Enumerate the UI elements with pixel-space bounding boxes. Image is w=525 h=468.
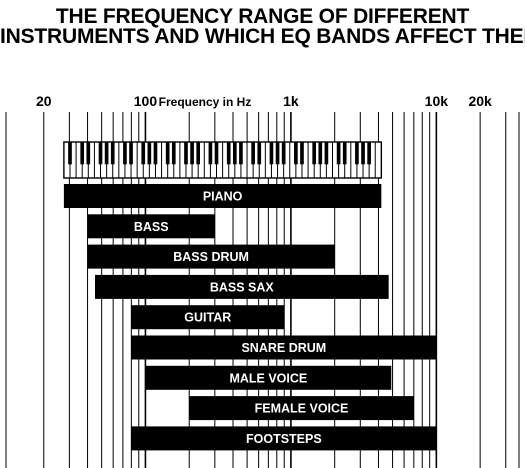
instrument-bar-bass: BASS xyxy=(87,214,215,239)
instrument-bar-female-voice: FEMALE VOICE xyxy=(189,396,414,421)
black-key xyxy=(269,142,274,165)
black-key xyxy=(68,142,72,165)
black-key xyxy=(318,142,323,165)
black-key xyxy=(355,142,359,165)
black-key xyxy=(214,142,219,165)
black-key xyxy=(257,142,262,165)
black-key xyxy=(129,142,133,165)
black-key xyxy=(361,142,365,165)
bar-label: GUITAR xyxy=(184,311,231,325)
bar-label: BASS DRUM xyxy=(173,250,249,264)
black-key xyxy=(141,142,146,165)
bar-label: MALE VOICE xyxy=(229,371,307,385)
black-key xyxy=(336,142,341,165)
x-tick-label: 100 xyxy=(134,93,158,109)
range-bar xyxy=(189,396,414,421)
range-bar xyxy=(131,335,437,360)
instrument-bar-bass-drum: BASS DRUM xyxy=(87,244,335,269)
bar-label: PIANO xyxy=(203,190,243,204)
black-key xyxy=(312,142,317,165)
black-key xyxy=(80,142,85,165)
black-key xyxy=(171,142,176,165)
x-tick-label: 20 xyxy=(36,93,52,109)
black-key xyxy=(110,142,115,165)
black-key xyxy=(367,142,371,165)
bar-label: FEMALE VOICE xyxy=(255,402,349,416)
black-key xyxy=(300,142,304,165)
black-key xyxy=(123,142,127,165)
black-key xyxy=(98,142,103,165)
black-key xyxy=(239,142,243,165)
x-axis-label: Frequency in Hz xyxy=(159,95,252,109)
black-key xyxy=(153,142,158,165)
range-bar xyxy=(145,365,392,390)
instrument-bar-guitar: GUITAR xyxy=(131,305,285,330)
range-bar xyxy=(131,305,285,330)
black-key xyxy=(190,142,194,165)
black-key xyxy=(232,142,237,165)
black-key xyxy=(342,142,347,165)
chart-title-line-2: INSTRUMENTS AND WHICH EQ BANDS AFFECT TH… xyxy=(0,25,525,48)
bar-label: SNARE DRUM xyxy=(241,341,326,355)
instrument-bar-bass-sax: BASS SAX xyxy=(94,274,389,299)
black-key xyxy=(294,142,298,165)
piano-keyboard xyxy=(63,141,383,179)
range-bar xyxy=(87,244,335,269)
black-key xyxy=(208,142,213,165)
range-bar xyxy=(94,274,389,299)
instrument-bar-snare-drum: SNARE DRUM xyxy=(131,335,437,360)
black-key xyxy=(281,142,286,165)
instrument-bar-footsteps: FOOTSTEPS xyxy=(131,426,437,451)
range-bar xyxy=(63,184,382,208)
black-key xyxy=(226,142,231,165)
bar-label: BASS SAX xyxy=(210,280,275,294)
black-key xyxy=(251,142,255,165)
x-tick-label: 10k xyxy=(425,93,449,109)
black-key xyxy=(165,142,170,165)
range-bar xyxy=(87,214,215,239)
x-tick-label: 1k xyxy=(283,93,299,109)
black-key xyxy=(324,142,329,165)
range-bar xyxy=(131,426,437,451)
chart-title-line-1: THE FREQUENCY RANGE OF DIFFERENT xyxy=(55,5,470,28)
bar-label: FOOTSTEPS xyxy=(246,432,322,446)
black-key xyxy=(104,142,109,165)
x-tick-label: 20k xyxy=(468,93,492,109)
x-axis-ticks: 20 100 1k 10k 20k xyxy=(36,93,492,109)
black-key xyxy=(147,142,152,165)
black-key xyxy=(275,142,280,165)
bar-label: BASS xyxy=(134,220,169,234)
instrument-bar-male-voice: MALE VOICE xyxy=(145,365,392,390)
black-key xyxy=(184,142,188,165)
instrument-bar-piano: PIANO xyxy=(63,184,382,208)
black-key xyxy=(196,142,201,165)
instrument-bars: PIANO BASS BASS DRUM BASS SAX GUITAR SNARE DR… xyxy=(63,184,437,451)
black-key xyxy=(86,142,91,165)
